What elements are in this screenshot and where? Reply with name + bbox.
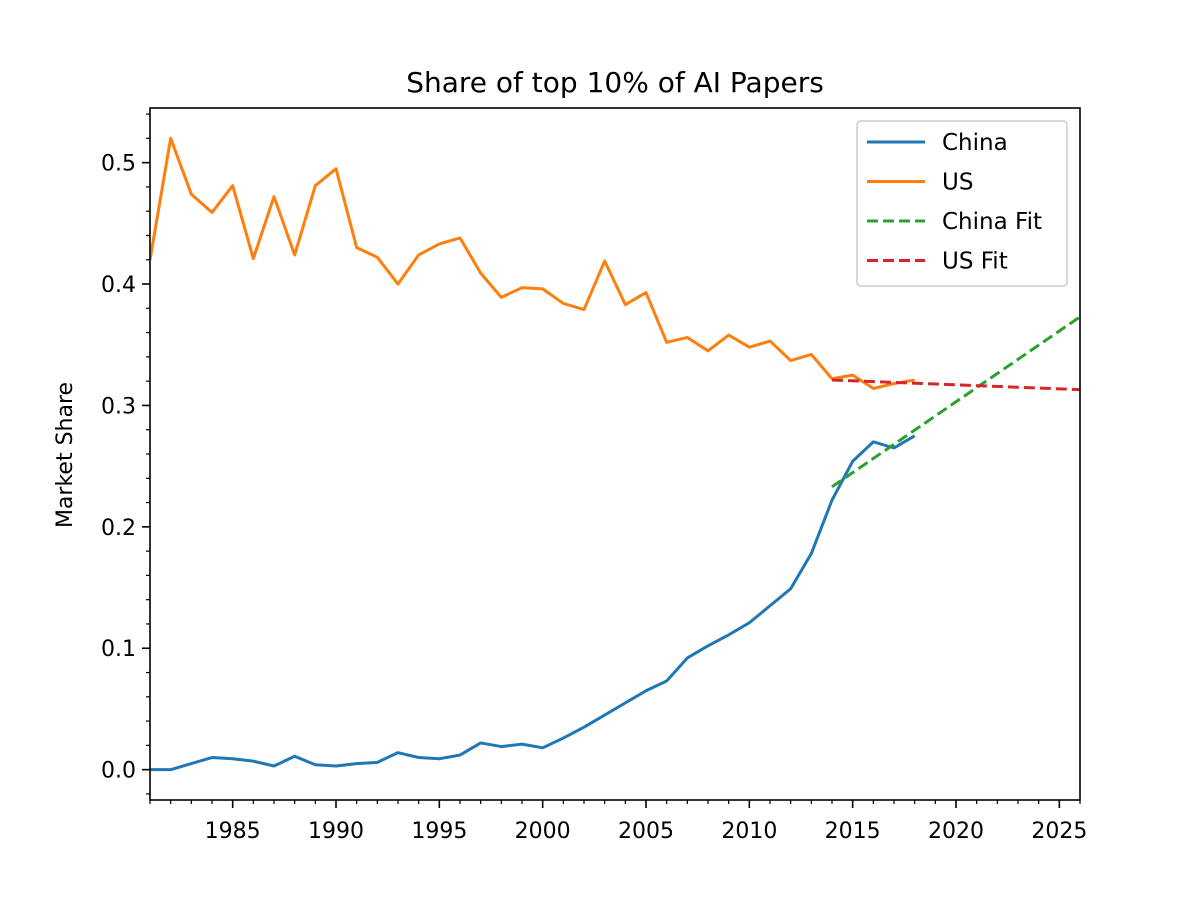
axes: 1985 1990 1995 2000 2005 2010 2015 2020 2025 0.0 0… — [101, 107, 1087, 844]
x-tick-label: 2020 — [928, 819, 984, 844]
x-tick-label: 2000 — [515, 819, 571, 844]
series-line-us-fit — [831, 378, 1080, 392]
y-tick-label: 0.4 — [101, 273, 136, 298]
legend-label-china-fit: China Fit — [942, 209, 1042, 235]
y-tick-label: 0.0 — [101, 759, 136, 784]
legend: China US China Fit US Fit — [856, 120, 1068, 287]
x-tick-label: 1995 — [411, 819, 467, 844]
x-tick-label: 1990 — [308, 819, 364, 844]
x-tick-label: 2010 — [721, 819, 777, 844]
x-tick-label: 2025 — [1031, 819, 1087, 844]
legend-label-us-fit: US Fit — [942, 249, 1008, 275]
y-tick-label: 0.2 — [101, 516, 136, 541]
x-tick-label: 1985 — [205, 819, 261, 844]
y-axis-label: Market Share — [53, 382, 78, 528]
y-tick-label: 0.5 — [101, 152, 136, 177]
y-tick-label: 0.3 — [101, 394, 136, 419]
series-line-china-fit — [831, 315, 1080, 489]
chart-title: Share of top 10% of AI Papers — [406, 66, 824, 99]
y-tick-label: 0.1 — [101, 637, 136, 662]
plot-area — [150, 136, 1080, 772]
legend-box — [856, 120, 1068, 287]
legend-label-us: US — [942, 170, 973, 196]
legend-label-china: China — [942, 130, 1008, 156]
x-tick-label: 2015 — [825, 819, 881, 844]
x-tick-label: 2005 — [618, 819, 674, 844]
series-line-china — [150, 434, 916, 772]
series-line-us — [150, 136, 915, 390]
